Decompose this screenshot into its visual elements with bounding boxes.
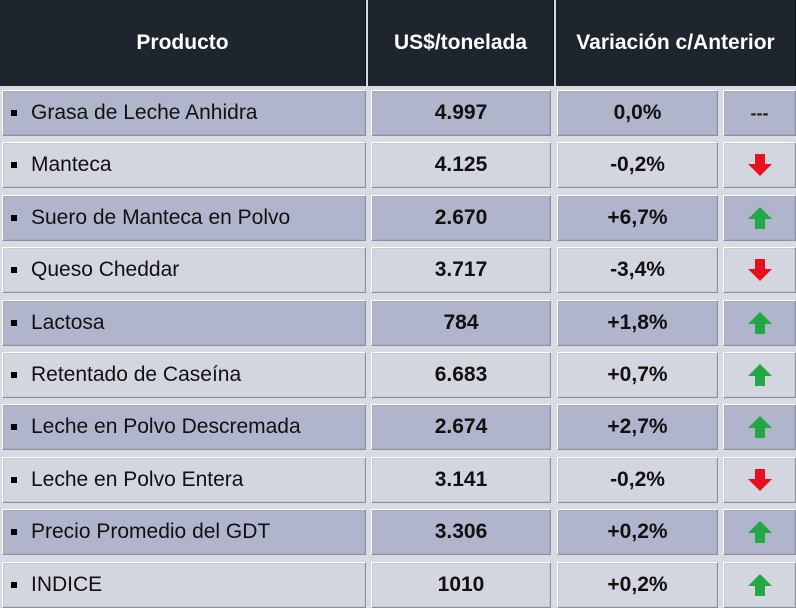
header-price: US$/tonelada (368, 0, 554, 86)
product-cell: Manteca (2, 142, 366, 188)
product-cell: INDICE (2, 562, 366, 608)
product-cell: Grasa de Leche Anhidra (2, 90, 366, 136)
product-name: Manteca (31, 153, 112, 176)
product-cell: Suero de Manteca en Polvo (2, 195, 366, 241)
no-change-text: --- (750, 102, 769, 123)
variation-cell: +0,2% (557, 562, 718, 608)
arrow-up-icon (747, 520, 773, 544)
product-name: Queso Cheddar (31, 258, 180, 281)
product-cell: Queso Cheddar (2, 247, 366, 293)
product-cell: Leche en Polvo Entera (2, 457, 366, 503)
variation-cell: -0,2% (557, 142, 718, 188)
product-name: Precio Promedio del GDT (31, 520, 271, 543)
arrow-down-icon (747, 153, 773, 177)
trend-cell (723, 142, 796, 188)
variation-cell: +0,7% (557, 352, 718, 398)
product-name: Grasa de Leche Anhidra (31, 101, 258, 124)
variation-cell: +2,7% (557, 404, 718, 450)
price-cell: 2.674 (371, 404, 551, 450)
variation-cell: -0,2% (557, 457, 718, 503)
bullet-icon (11, 320, 17, 326)
price-cell: 784 (371, 300, 551, 346)
trend-cell: --- (723, 90, 796, 136)
price-cell: 6.683 (371, 352, 551, 398)
trend-cell (723, 404, 796, 450)
product-name: Lactosa (31, 311, 105, 334)
price-cell: 2.670 (371, 195, 551, 241)
trend-cell (723, 457, 796, 503)
price-cell: 3.141 (371, 457, 551, 503)
arrow-up-icon (747, 573, 773, 597)
arrow-up-icon (747, 206, 773, 230)
variation-cell: 0,0% (557, 90, 718, 136)
variation-cell: +1,8% (557, 300, 718, 346)
trend-cell (723, 247, 796, 293)
product-cell: Lactosa (2, 300, 366, 346)
trend-cell (723, 562, 796, 608)
product-cell: Precio Promedio del GDT (2, 509, 366, 555)
price-cell: 4.997 (371, 90, 551, 136)
trend-cell (723, 509, 796, 555)
bullet-icon (11, 110, 17, 116)
trend-cell (723, 195, 796, 241)
bullet-icon (11, 162, 17, 168)
bullet-icon (11, 424, 17, 430)
bullet-icon (11, 582, 17, 588)
product-name: INDICE (31, 573, 103, 596)
product-cell: Retentado de Caseína (2, 352, 366, 398)
product-name: Leche en Polvo Descremada (31, 415, 301, 438)
bullet-icon (11, 267, 17, 273)
header-product: Producto (0, 0, 366, 86)
bullet-icon (11, 372, 17, 378)
product-name: Retentado de Caseína (31, 363, 242, 386)
arrow-up-icon (747, 311, 773, 335)
price-cell: 4.125 (371, 142, 551, 188)
price-cell: 3.306 (371, 509, 551, 555)
bullet-icon (11, 529, 17, 535)
trend-cell (723, 352, 796, 398)
arrow-up-icon (747, 415, 773, 439)
product-name: Leche en Polvo Entera (31, 468, 244, 491)
arrow-down-icon (747, 258, 773, 282)
product-cell: Leche en Polvo Descremada (2, 404, 366, 450)
price-cell: 3.717 (371, 247, 551, 293)
trend-cell (723, 300, 796, 346)
product-name: Suero de Manteca en Polvo (31, 206, 291, 229)
arrow-up-icon (747, 363, 773, 387)
variation-cell: +6,7% (557, 195, 718, 241)
bullet-icon (11, 477, 17, 483)
variation-cell: -3,4% (557, 247, 718, 293)
price-cell: 1010 (371, 562, 551, 608)
variation-cell: +0,2% (557, 509, 718, 555)
bullet-icon (11, 215, 17, 221)
header-variation: Variación c/Anterior (556, 0, 796, 86)
arrow-down-icon (747, 468, 773, 492)
